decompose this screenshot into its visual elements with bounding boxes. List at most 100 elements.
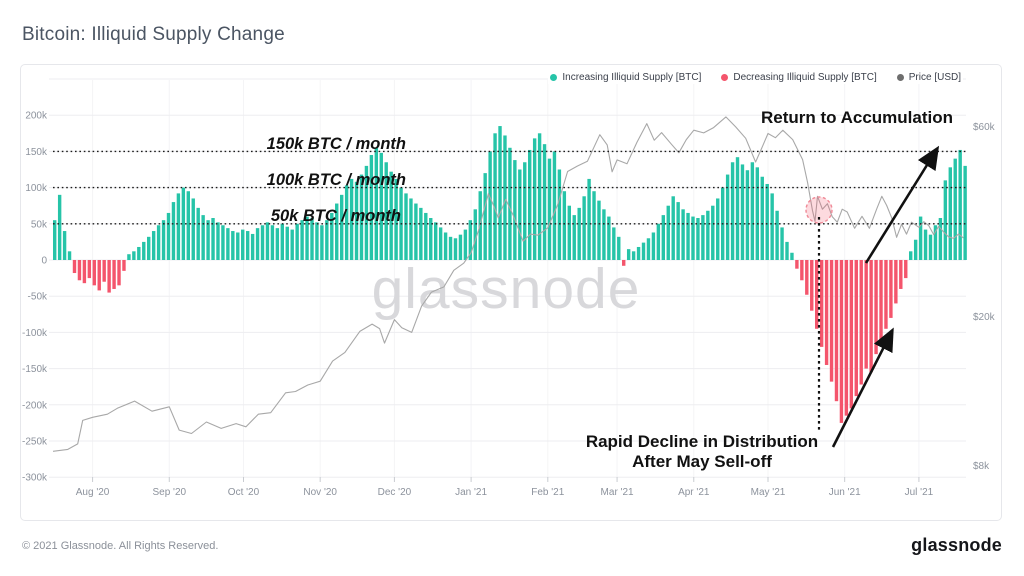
- bar-decreasing: [795, 260, 799, 269]
- svg-text:50k: 50k: [31, 219, 48, 230]
- bar-increasing: [661, 215, 666, 260]
- bar-increasing: [938, 218, 943, 260]
- bar-increasing: [166, 212, 171, 260]
- legend-item[interactable]: Decreasing Illiquid Supply [BTC]: [721, 72, 877, 83]
- bar-increasing: [770, 193, 774, 260]
- bar-increasing: [211, 218, 215, 260]
- bar-increasing: [53, 220, 57, 260]
- bar-increasing: [557, 169, 562, 260]
- footer: © 2021 Glassnode. All Rights Reserved. g…: [20, 535, 1004, 556]
- bar-increasing: [636, 246, 641, 260]
- svg-text:100k: 100k: [25, 183, 48, 194]
- svg-text:Jun '21: Jun '21: [829, 487, 861, 498]
- bar-increasing: [730, 162, 735, 260]
- bar-increasing: [716, 198, 720, 260]
- svg-text:-100k: -100k: [22, 328, 48, 339]
- bar-increasing: [607, 216, 611, 260]
- bar-decreasing: [102, 260, 106, 282]
- bar-increasing: [691, 216, 695, 260]
- bar-increasing: [641, 242, 646, 260]
- bar-increasing: [458, 234, 463, 260]
- bar-decreasing: [864, 260, 868, 369]
- bar-increasing: [132, 251, 136, 260]
- bar-increasing: [147, 236, 151, 260]
- annotation-100k: 100k BTC / month: [267, 171, 406, 189]
- svg-text:Jul '21: Jul '21: [905, 487, 934, 498]
- bar-increasing: [483, 173, 487, 260]
- bar-increasing: [245, 231, 250, 260]
- bar-increasing: [963, 165, 967, 260]
- bar-increasing: [498, 126, 502, 260]
- bar-increasing: [374, 147, 379, 260]
- svg-text:-250k: -250k: [22, 437, 48, 448]
- legend-label: Increasing Illiquid Supply [BTC]: [562, 72, 702, 83]
- bar-decreasing: [800, 260, 804, 281]
- bar-increasing: [928, 234, 933, 260]
- bar-increasing: [404, 193, 408, 260]
- chart-card: Increasing Illiquid Supply [BTC] Decreasi…: [20, 64, 1002, 521]
- bar-decreasing: [122, 260, 126, 271]
- bar-increasing: [369, 155, 374, 260]
- legend-item[interactable]: Increasing Illiquid Supply [BTC]: [550, 72, 701, 83]
- bar-decreasing: [899, 260, 903, 289]
- bar-decreasing: [819, 260, 824, 347]
- bar-increasing: [587, 178, 591, 260]
- bar-increasing: [909, 251, 913, 260]
- bar-increasing: [943, 180, 948, 260]
- bar-increasing: [626, 249, 631, 260]
- bar-decreasing: [859, 260, 863, 385]
- bar-increasing: [696, 218, 700, 260]
- bar-decreasing: [829, 260, 834, 382]
- decline-arrow-icon: [831, 327, 894, 448]
- legend-label: Decreasing Illiquid Supply [BTC]: [733, 72, 877, 83]
- bar-decreasing: [849, 260, 854, 409]
- bar-increasing: [424, 212, 428, 260]
- legend-dot-icon: [896, 74, 904, 81]
- bar-increasing: [151, 231, 156, 260]
- annotation-return-accumulation: Return to Accumulation: [761, 108, 953, 127]
- bar-increasing: [523, 162, 527, 260]
- svg-text:-50k: -50k: [28, 292, 48, 303]
- bar-increasing: [676, 202, 680, 260]
- bar-increasing: [389, 171, 393, 260]
- bar-increasing: [260, 225, 265, 260]
- bar-increasing: [414, 203, 418, 260]
- bar-decreasing: [814, 260, 819, 329]
- bar-increasing: [384, 162, 388, 260]
- bar-increasing: [438, 227, 443, 260]
- svg-text:Feb '21: Feb '21: [531, 487, 564, 498]
- bar-increasing: [913, 239, 918, 260]
- bar-decreasing: [87, 260, 92, 279]
- svg-text:$20k: $20k: [973, 312, 996, 323]
- bar-increasing: [448, 236, 453, 260]
- bar-increasing: [681, 209, 685, 260]
- legend-item[interactable]: Price [USD]: [896, 72, 961, 83]
- bar-increasing: [335, 203, 339, 260]
- bar-increasing: [503, 135, 507, 260]
- svg-text:-150k: -150k: [22, 364, 48, 375]
- bar-increasing: [725, 174, 730, 260]
- svg-text:$60k: $60k: [973, 122, 996, 133]
- bar-increasing: [453, 238, 458, 260]
- bar-increasing: [572, 215, 576, 260]
- bar-decreasing: [879, 260, 883, 342]
- bar-decreasing: [112, 260, 116, 289]
- bar-increasing: [241, 229, 245, 260]
- bar-increasing: [597, 200, 601, 260]
- illiquid-supply-chart[interactable]: glassnode 150k BTC / month 100k BTC / mont…: [21, 65, 1001, 520]
- bar-increasing: [463, 229, 468, 260]
- bar-increasing: [513, 160, 517, 260]
- svg-text:Sep '20: Sep '20: [152, 487, 186, 498]
- chart-legend: Increasing Illiquid Supply [BTC] Decreasi…: [548, 71, 963, 84]
- bar-increasing: [493, 133, 497, 260]
- bar-increasing: [562, 191, 567, 260]
- bar-increasing: [656, 223, 661, 260]
- bar-decreasing: [824, 260, 829, 365]
- bar-increasing: [508, 147, 512, 260]
- bar-increasing: [142, 241, 146, 260]
- bar-increasing: [532, 138, 537, 260]
- annotation-150k: 150k BTC / month: [267, 135, 406, 153]
- bar-increasing: [518, 169, 522, 260]
- bar-increasing: [379, 152, 383, 260]
